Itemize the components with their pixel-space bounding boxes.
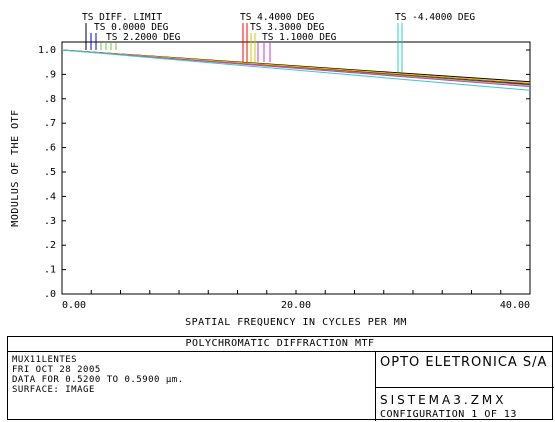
x-tick-label-2: 40.00 bbox=[500, 300, 530, 311]
x-tick-label-0: 0.00 bbox=[62, 300, 86, 311]
configuration: CONFIGURATION 1 OF 13 bbox=[380, 409, 517, 420]
x-axis-label: SPATIAL FREQUENCY IN CYCLES PER MM bbox=[185, 317, 407, 328]
wavelength-range: DATA FOR 0.5200 TO 0.5900 µm. bbox=[12, 375, 184, 385]
mtf-chart: .0 .1 .2 .3 .4 .5 .6 .7 .8 .9 1.0 0.00 20.00 40.00 T… bbox=[10, 12, 531, 328]
y-tick-label-9: .9 bbox=[44, 69, 56, 80]
info-details: MUX11LENTES FRI OCT 28 2005 DATA FOR 0.5… bbox=[12, 355, 367, 395]
legend-label-0: TS DIFF. LIMIT bbox=[82, 12, 162, 23]
series-lines bbox=[61, 49, 531, 91]
lens-name: MUX11LENTES bbox=[12, 355, 78, 365]
company-box: OPTO ELETRONICA S/A bbox=[375, 351, 554, 388]
x-tick-label-1: 20.00 bbox=[281, 300, 311, 311]
date: FRI OCT 28 2005 bbox=[12, 365, 101, 375]
y-tick-label-5: .5 bbox=[44, 167, 56, 178]
y-tick-label-10: 1.0 bbox=[38, 45, 56, 56]
y-axis-label: MODULUS OF THE OTF bbox=[10, 109, 21, 226]
y-tick-label-0: .0 bbox=[44, 289, 56, 300]
x-axis: 0.00 20.00 40.00 bbox=[61, 290, 531, 311]
legend-label-5: TS 1.1000 DEG bbox=[262, 32, 337, 43]
legend-label-6: TS -4.4000 DEG bbox=[395, 12, 475, 23]
y-tick-label-2: .2 bbox=[44, 240, 56, 251]
info-panel: POLYCHROMATIC DIFFRACTION MTF MUX11LENTE… bbox=[7, 336, 554, 421]
y-tick-label-7: .7 bbox=[44, 118, 56, 129]
surface: SURFACE: IMAGE bbox=[12, 385, 95, 395]
series-line-5 bbox=[61, 49, 531, 88]
y-tick-label-1: .1 bbox=[44, 265, 56, 276]
y-tick-label-8: .8 bbox=[44, 94, 56, 105]
legend-label-4: TS 3.3000 DEG bbox=[250, 22, 325, 33]
y-tick-label-6: .6 bbox=[44, 143, 56, 154]
legend-label-2: TS 2.2000 DEG bbox=[106, 32, 181, 43]
file-name: SISTEMA3.ZMX bbox=[380, 393, 507, 407]
y-tick-label-3: .3 bbox=[44, 216, 56, 227]
series-line-4 bbox=[61, 49, 531, 84]
legend-label-1: TS 0.0000 DEG bbox=[94, 22, 169, 33]
company-name: OPTO ELETRONICA S/A bbox=[380, 355, 548, 370]
y-tick-label-4: .4 bbox=[44, 191, 56, 202]
legend-label-3: TS 4.4000 DEG bbox=[240, 12, 315, 23]
series-line-6 bbox=[61, 49, 531, 91]
file-box: SISTEMA3.ZMX CONFIGURATION 1 OF 13 bbox=[375, 388, 554, 421]
info-title: POLYCHROMATIC DIFFRACTION MTF bbox=[8, 337, 552, 352]
y-axis: .0 .1 .2 .3 .4 .5 .6 .7 .8 .9 1.0 bbox=[38, 45, 530, 300]
